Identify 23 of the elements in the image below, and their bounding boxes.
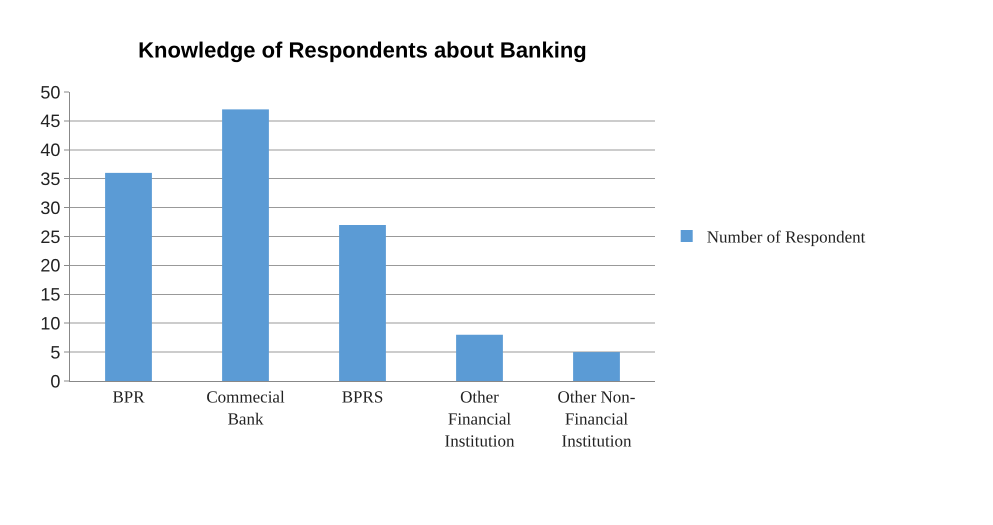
y-tick-label: 5 bbox=[50, 342, 60, 362]
x-tick-label: BPR bbox=[112, 387, 146, 406]
legend-label: Number of Respondent bbox=[706, 228, 866, 247]
y-tick-label: 40 bbox=[40, 140, 60, 160]
y-tick-label: 0 bbox=[50, 371, 60, 392]
x-tick-label: Other Financial Institution bbox=[444, 387, 515, 451]
y-tick-label: 25 bbox=[40, 226, 60, 247]
y-tick-label: 45 bbox=[40, 111, 60, 132]
y-tick-label: 35 bbox=[40, 169, 60, 189]
bar bbox=[339, 224, 386, 381]
bar bbox=[105, 172, 152, 381]
chart-title: Knowledge of Respondents about Banking bbox=[138, 37, 587, 62]
x-tick-label: BPRS bbox=[342, 387, 384, 406]
y-tick-label: 30 bbox=[40, 198, 60, 218]
x-tick-label: Commecial Bank bbox=[206, 387, 285, 428]
bar bbox=[456, 334, 503, 381]
y-tick-label: 15 bbox=[40, 284, 60, 305]
y-tick-label: 50 bbox=[40, 82, 60, 102]
bar bbox=[222, 109, 269, 381]
y-tick-label: 20 bbox=[40, 256, 60, 276]
x-tick-label: Other Non-Financial Institution bbox=[558, 387, 636, 451]
y-tick-label: 10 bbox=[40, 314, 60, 334]
bar bbox=[573, 352, 620, 381]
